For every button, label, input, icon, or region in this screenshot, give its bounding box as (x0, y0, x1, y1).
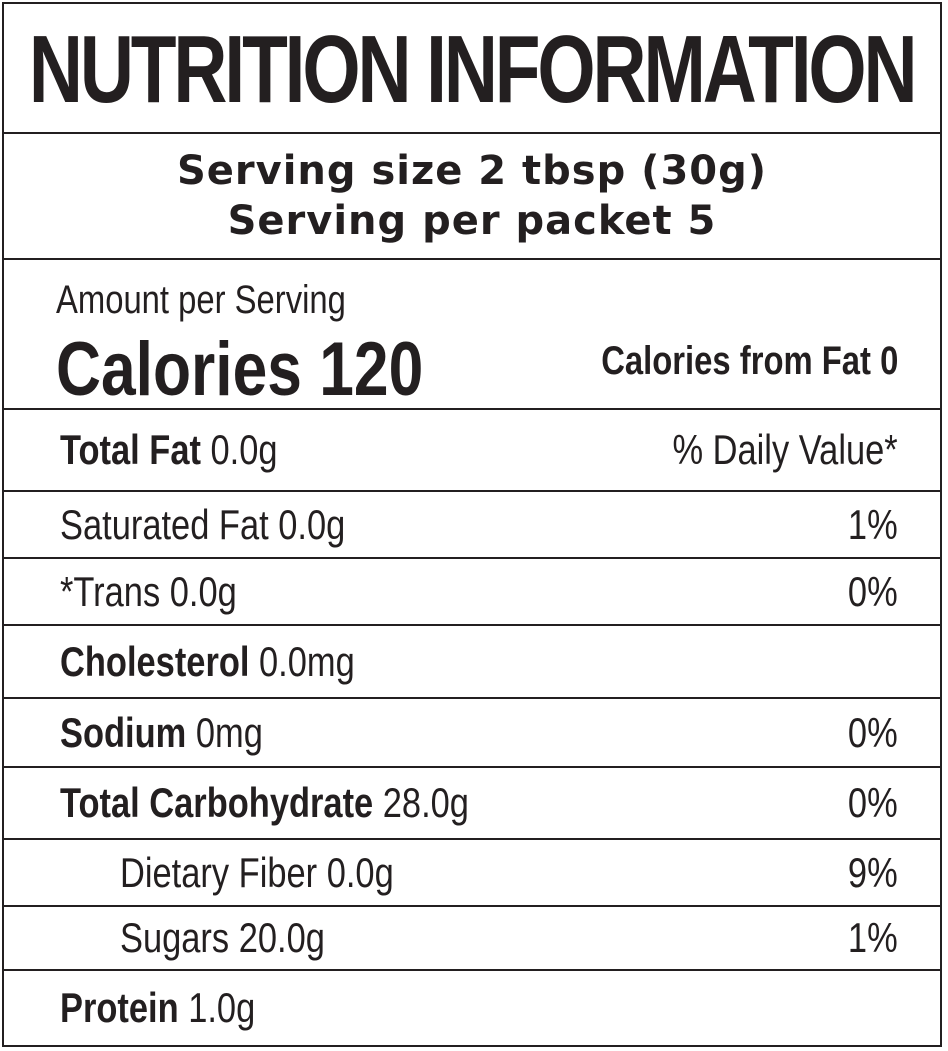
nutrient-name: Protein (60, 984, 179, 1031)
row-trans-fat: *Trans 0.0g 0% (4, 559, 940, 626)
calories-value: Calories 120 (56, 327, 424, 412)
row-protein: Protein 1.0g (4, 971, 940, 1045)
nutrient-name: Saturated Fat 0.0g (60, 500, 346, 548)
nutrient-name: Dietary Fiber 0.0g (120, 848, 394, 896)
amount-per-serving-label: Amount per Serving (56, 278, 346, 322)
calories-section: Amount per Serving Calories 120 Calories… (4, 260, 940, 410)
row-total-carbohydrate: Total Carbohydrate 28.0g 0% (4, 768, 940, 840)
nutrient-amount: 0.0mg (249, 637, 355, 685)
nutrient-amount: 28.0g (373, 779, 469, 826)
row-dietary-fiber: Dietary Fiber 0.0g 9% (4, 840, 940, 907)
daily-value: 0% (848, 779, 898, 826)
nutrient-name: *Trans 0.0g (60, 567, 237, 615)
nutrient-name: Sodium (60, 708, 187, 756)
calories-from-fat: Calories from Fat 0 (600, 339, 898, 383)
daily-value: 0% (848, 708, 898, 756)
daily-value: 9% (848, 848, 898, 896)
row-sodium: Sodium 0mg 0% (4, 699, 940, 768)
daily-value: 0% (848, 567, 898, 615)
title-section: NUTRITION INFORMATION (4, 4, 940, 134)
daily-value: 1% (848, 500, 898, 548)
nutrient-amount: 0mg (186, 708, 263, 756)
serving-section: Serving size 2 tbsp (30g) Serving per pa… (4, 134, 940, 260)
daily-value: 1% (848, 914, 898, 961)
nutrient-name: Total Fat (60, 426, 201, 473)
row-sugars: Sugars 20.0g 1% (4, 907, 940, 971)
row-cholesterol: Cholesterol 0.0mg (4, 626, 940, 699)
label-title: NUTRITION INFORMATION (29, 16, 918, 123)
row-total-fat: Total Fat 0.0g % Daily Value* (4, 410, 940, 492)
nutrient-name: Sugars 20.0g (120, 914, 325, 961)
serving-size: Serving size 2 tbsp (30g) (176, 148, 768, 194)
daily-value-header: % Daily Value* (672, 426, 898, 473)
servings-per-packet: Serving per packet 5 (227, 198, 717, 244)
nutrient-amount: 0.0g (200, 426, 278, 473)
nutrient-amount: 1.0g (178, 984, 256, 1031)
row-saturated-fat: Saturated Fat 0.0g 1% (4, 492, 940, 559)
nutrient-name: Cholesterol (60, 637, 250, 685)
nutrient-name: Total Carbohydrate (60, 779, 374, 826)
